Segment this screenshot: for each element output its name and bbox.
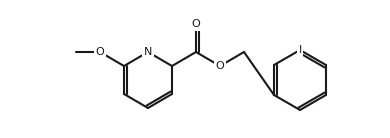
Text: I: I — [298, 45, 301, 55]
Text: N: N — [144, 47, 152, 57]
Text: O: O — [191, 19, 200, 29]
Text: O: O — [96, 47, 105, 57]
Text: O: O — [216, 61, 224, 71]
